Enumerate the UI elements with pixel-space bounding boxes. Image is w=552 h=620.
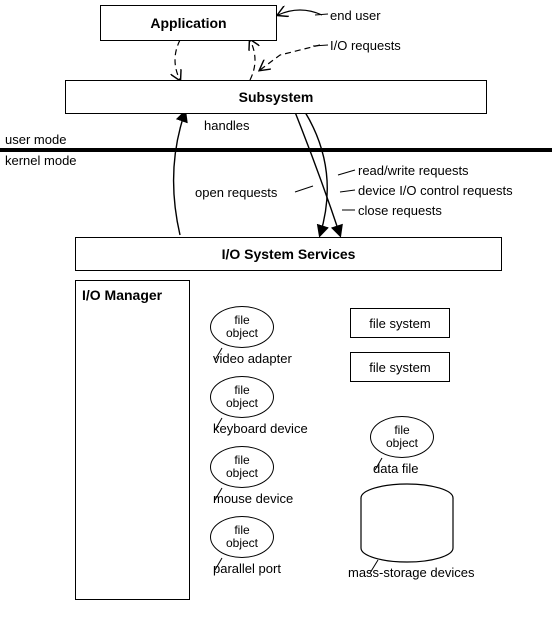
read-write-label: read/write requests (358, 163, 469, 178)
subsystem-label: Subsystem (239, 89, 314, 105)
end-user-label: end user (330, 8, 381, 23)
io-manager-label: I/O Manager (82, 287, 162, 303)
device-io-label: device I/O control requests (358, 183, 513, 198)
io-services-label: I/O System Services (222, 246, 356, 262)
kernel-mode-label: kernel mode (5, 153, 77, 168)
file-object-caption: mouse device (213, 491, 293, 506)
io-manager-box: I/O Manager (75, 280, 190, 600)
subsystem-box: Subsystem (65, 80, 487, 114)
file-object-caption: data file (373, 461, 419, 476)
io-requests-label: I/O requests (330, 38, 401, 53)
file-object-ellipse: file object (210, 306, 274, 348)
file-object-ellipse: file object (210, 376, 274, 418)
file-object-caption: video adapter (213, 351, 292, 366)
file-system-box-2: file system (350, 352, 450, 382)
mode-divider (0, 148, 552, 152)
file-object-ellipse: file object (210, 516, 274, 558)
file-system-box-1: file system (350, 308, 450, 338)
user-mode-label: user mode (5, 132, 66, 147)
file-object-text2: object (226, 467, 258, 480)
file-object-text2: object (226, 327, 258, 340)
mass-storage-label: mass-storage devices (348, 565, 474, 580)
file-object-caption: parallel port (213, 561, 281, 576)
file-object-ellipse: file object (370, 416, 434, 458)
file-object-ellipse: file object (210, 446, 274, 488)
io-services-box: I/O System Services (75, 237, 502, 271)
file-object-text2: object (226, 397, 258, 410)
open-requests-label: open requests (195, 185, 277, 200)
file-system-2-label: file system (369, 360, 430, 375)
file-object-caption: keyboard device (213, 421, 308, 436)
file-object-text2: object (226, 537, 258, 550)
application-label: Application (150, 15, 226, 31)
application-box: Application (100, 5, 277, 41)
file-system-1-label: file system (369, 316, 430, 331)
handles-label: handles (204, 118, 250, 133)
close-requests-label: close requests (358, 203, 442, 218)
file-object-text2: object (386, 437, 418, 450)
